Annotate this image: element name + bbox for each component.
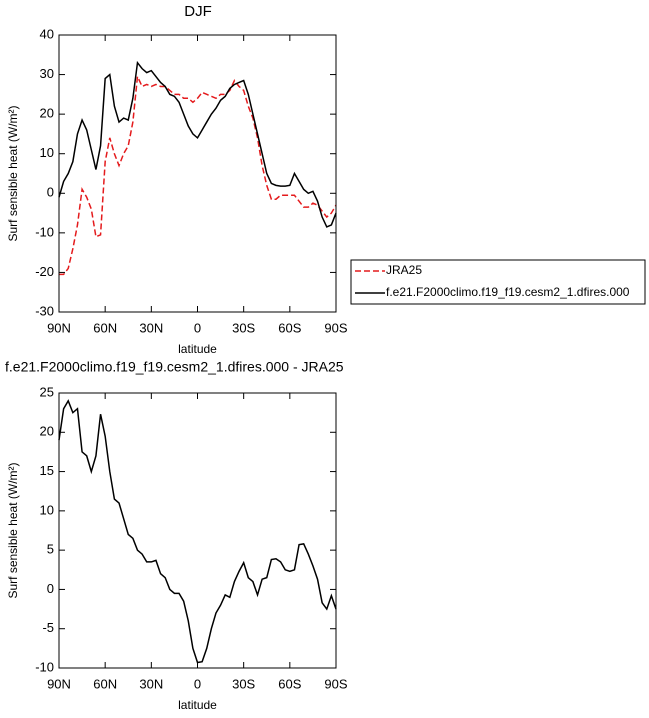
x-tick-label: 30S bbox=[232, 676, 255, 691]
x-axis-label: latitude bbox=[178, 342, 217, 356]
plot-frame bbox=[58, 392, 337, 669]
x-tick-label: 30N bbox=[139, 676, 163, 691]
y-tick-label: 20 bbox=[40, 424, 54, 439]
y-tick-label: 10 bbox=[40, 502, 54, 517]
y-tick-label: 0 bbox=[47, 581, 54, 596]
x-axis-label: latitude bbox=[178, 698, 217, 712]
legend-label: f.e21.F2000climo.f19_f19.cesm2_1.dfires.… bbox=[386, 285, 630, 299]
x-tick-label: 30N bbox=[139, 320, 163, 335]
data-line bbox=[58, 60, 337, 228]
data-line bbox=[59, 73, 337, 276]
y-tick-label: 0 bbox=[47, 185, 54, 200]
y-tick-label: -10 bbox=[35, 659, 54, 674]
y-tick-label: 25 bbox=[40, 384, 54, 399]
x-tick-label: 90S bbox=[324, 676, 347, 691]
y-tick-label: 15 bbox=[40, 463, 54, 478]
x-tick-label: 30S bbox=[232, 320, 255, 335]
x-tick-label: 0 bbox=[194, 320, 201, 335]
y-tick-label: 30 bbox=[40, 66, 54, 81]
x-tick-label: 60S bbox=[278, 676, 301, 691]
y-tick-label: 5 bbox=[47, 542, 54, 557]
y-axis-label: Surf sensible heat (W/m²) bbox=[6, 462, 20, 598]
y-tick-label: 40 bbox=[40, 26, 54, 41]
data-line bbox=[58, 399, 337, 664]
y-axis-label: Surf sensible heat (W/m²) bbox=[6, 105, 20, 241]
legend-frame bbox=[350, 259, 646, 305]
x-tick-label: 60S bbox=[278, 320, 301, 335]
x-tick-label: 60N bbox=[93, 676, 117, 691]
x-tick-label: 60N bbox=[93, 320, 117, 335]
x-tick-label: 90N bbox=[47, 320, 71, 335]
y-tick-label: -10 bbox=[35, 224, 54, 239]
chart-title: DJF bbox=[184, 3, 212, 20]
y-tick-label: 20 bbox=[40, 106, 54, 121]
legend-label: JRA25 bbox=[386, 263, 422, 277]
x-tick-label: 90N bbox=[47, 676, 71, 691]
y-tick-label: 10 bbox=[40, 145, 54, 160]
chart-title: f.e21.F2000climo.f19_f19.cesm2_1.dfires.… bbox=[5, 359, 344, 375]
x-tick-label: 90S bbox=[324, 320, 347, 335]
x-tick-label: 0 bbox=[194, 676, 201, 691]
y-tick-label: -20 bbox=[35, 264, 54, 279]
y-tick-label: -30 bbox=[35, 303, 54, 318]
y-tick-label: -5 bbox=[42, 620, 54, 635]
